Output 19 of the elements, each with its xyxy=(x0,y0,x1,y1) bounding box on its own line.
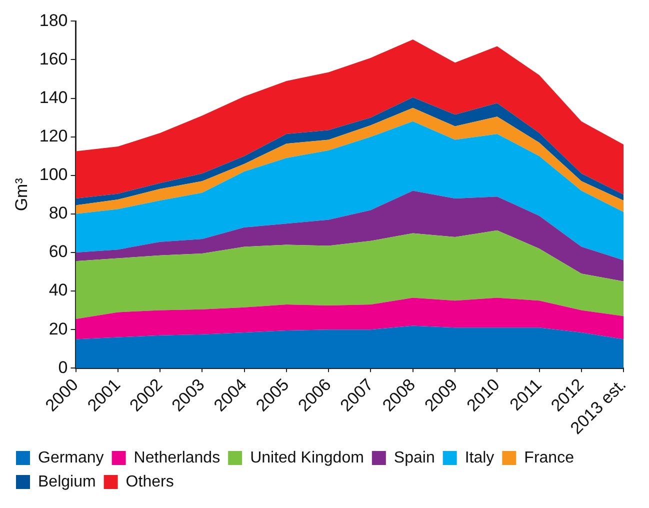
y-tick-label: 160 xyxy=(39,49,68,68)
legend-label: United Kingdom xyxy=(250,449,364,466)
y-tick-label: 140 xyxy=(39,88,68,107)
legend-label: France xyxy=(524,449,574,466)
y-tick-label: 40 xyxy=(48,280,68,300)
y-tick-label: 0 xyxy=(58,358,68,377)
y-tick-label: 60 xyxy=(48,242,68,262)
legend-label: Belgium xyxy=(38,473,96,490)
legend-label: Netherlands xyxy=(134,449,220,466)
y-tick-label: 20 xyxy=(48,319,68,338)
y-tick-label: 100 xyxy=(39,165,68,184)
y-tick-label: 120 xyxy=(39,126,68,146)
y-tick-label: 80 xyxy=(48,204,68,223)
legend-label: Germany xyxy=(38,449,104,466)
y-axis-title: Gm³ xyxy=(12,178,31,212)
legend-label: Others xyxy=(126,473,174,490)
legend-label: Italy xyxy=(464,449,494,466)
y-tick-label: 180 xyxy=(39,10,68,30)
legend-label: Spain xyxy=(394,449,435,466)
